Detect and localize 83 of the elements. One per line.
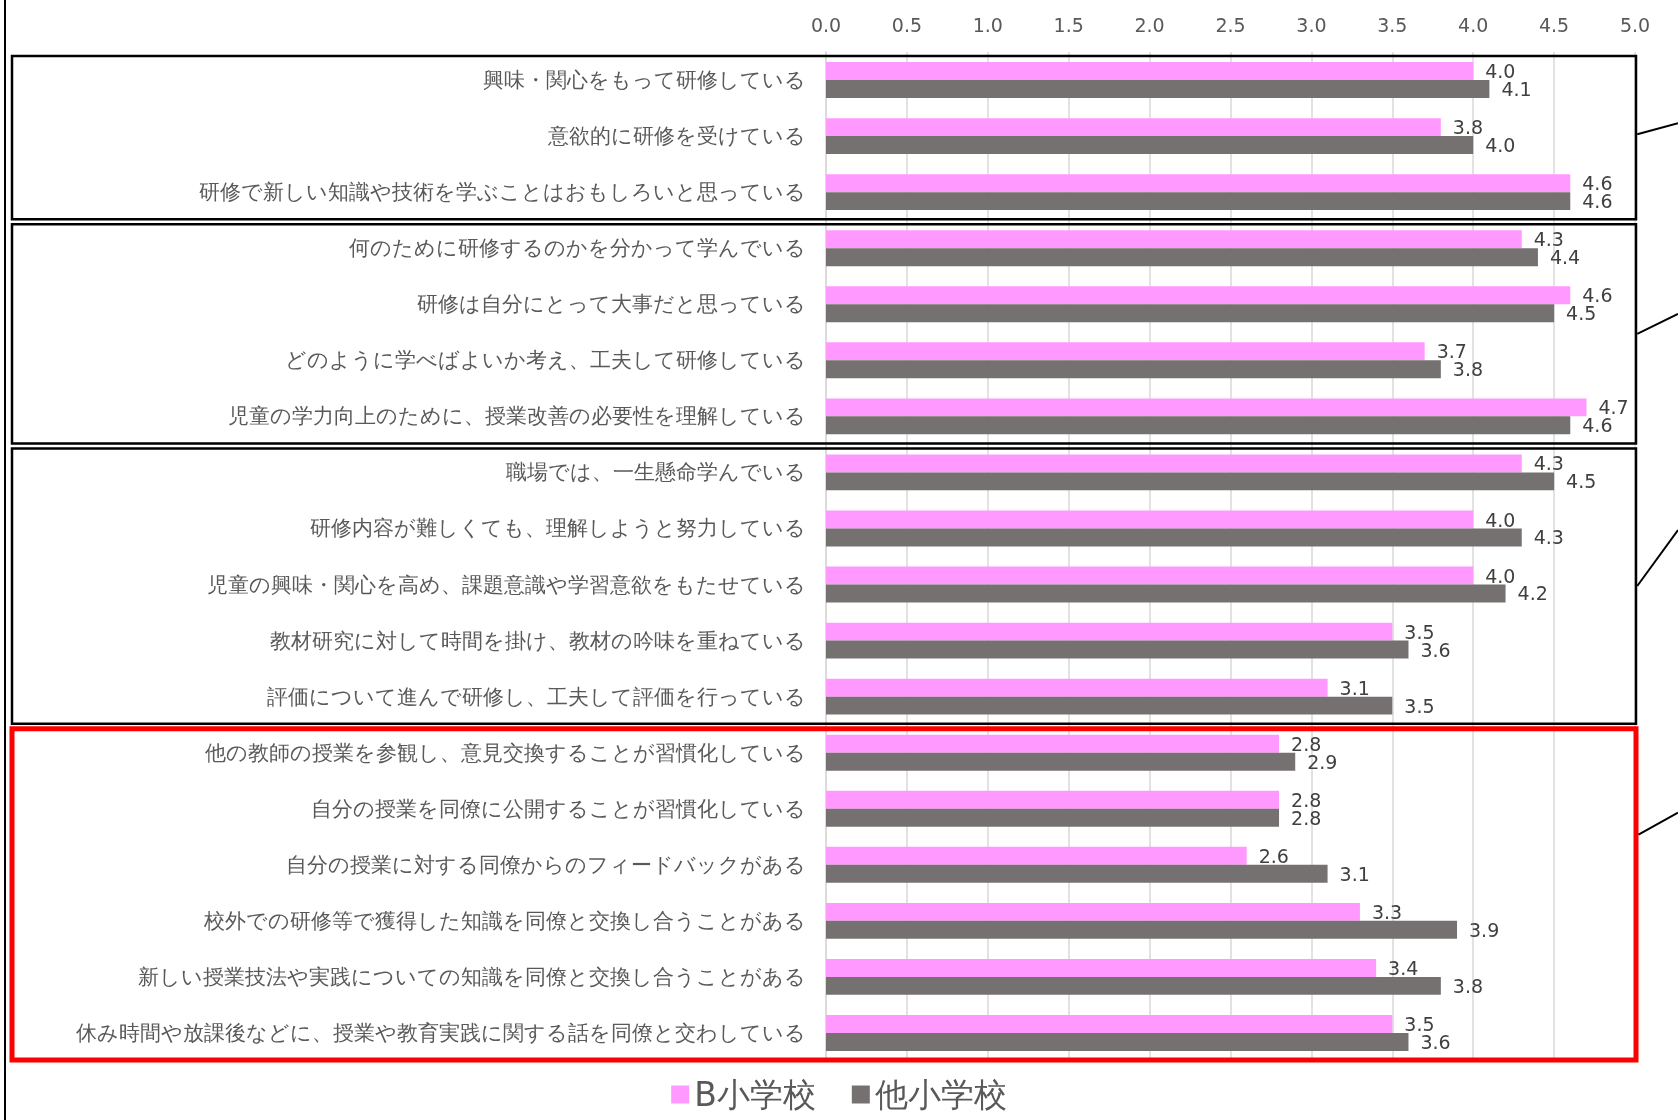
bar	[826, 622, 1393, 641]
y-tick-label: 児童の興味・関心を高め、課題意識や学習意欲をもたせている	[207, 572, 806, 597]
bar	[826, 976, 1441, 995]
data-label: 3.3	[1371, 900, 1403, 923]
data-label: 4.3	[1533, 526, 1564, 549]
bar	[826, 920, 1458, 939]
bar	[826, 678, 1328, 697]
y-tick-label: 職場では、一生懸命学んでいる	[506, 460, 806, 485]
x-tick-label: 2.0	[1134, 13, 1165, 36]
bar	[826, 846, 1247, 865]
data-label: 4.2	[1517, 582, 1548, 605]
bar	[826, 566, 1474, 585]
bar	[826, 398, 1587, 417]
bar	[826, 902, 1360, 921]
bar	[826, 752, 1296, 771]
data-label: 3.5	[1404, 694, 1435, 717]
y-tick-label: 研修内容が難しくても、理解しようと努力している	[310, 516, 806, 541]
data-label: 4.0	[1485, 134, 1516, 157]
bar	[826, 790, 1280, 809]
legend-label: B小学校	[694, 1075, 816, 1114]
x-tick-label: 3.0	[1296, 13, 1327, 36]
bar	[826, 958, 1377, 977]
x-tick-label: 1.0	[972, 13, 1003, 36]
bar	[826, 230, 1522, 249]
bar	[826, 734, 1280, 753]
x-tick-label: 0.5	[891, 13, 923, 36]
x-tick-label: 5.0	[1619, 13, 1651, 36]
bar	[826, 1015, 1393, 1033]
y-tick-label: 意欲的に研修を受けている	[547, 124, 806, 149]
bar	[826, 62, 1474, 81]
y-tick-label: 教材研究に対して時間を掛け、教材の吟味を重ねている	[270, 628, 806, 653]
bar	[826, 1032, 1409, 1051]
data-label: 3.8	[1452, 974, 1484, 997]
data-label: 3.8	[1452, 116, 1484, 139]
bar	[826, 286, 1571, 305]
y-tick-label: 他の教師の授業を参観し、意見交換することが習慣化している	[205, 740, 806, 765]
y-tick-label: 研修で新しい知識や技術を学ぶことはおもしろいと思っている	[199, 180, 806, 205]
data-label: 2.6	[1258, 844, 1289, 867]
x-tick-label: 0.0	[810, 13, 842, 36]
y-tick-label: 児童の学力向上のために、授業改善の必要性を理解している	[228, 404, 806, 429]
y-tick-label: 研修は自分にとって大事だと思っている	[417, 292, 806, 317]
data-label: 3.1	[1339, 676, 1370, 699]
y-tick-label: 休み時間や放課後などに、授業や教育実践に関する話を同僚と交わしている	[76, 1020, 806, 1045]
bar	[826, 118, 1441, 137]
bar	[826, 864, 1328, 883]
bar	[826, 80, 1490, 98]
data-label: 3.4	[1388, 956, 1419, 979]
bar	[826, 808, 1280, 827]
bar	[826, 174, 1571, 193]
bar	[826, 248, 1538, 267]
data-label: 3.9	[1469, 918, 1500, 941]
bar	[826, 584, 1506, 603]
bar	[826, 342, 1425, 361]
legend-label: 他小学校	[874, 1075, 1007, 1114]
data-label: 4.0	[1485, 564, 1516, 587]
bar	[826, 472, 1555, 491]
bar	[826, 136, 1474, 155]
data-label: 4.5	[1566, 470, 1597, 493]
y-tick-label: 何のために研修するのかを分かって学んでいる	[349, 236, 806, 261]
y-tick-label: 自分の授業を同僚に公開することが習慣化している	[311, 796, 806, 821]
y-tick-label: 自分の授業に対する同僚からのフィードバックがある	[286, 852, 806, 877]
data-label: 4.3	[1533, 452, 1564, 475]
data-label: 3.1	[1339, 862, 1370, 885]
bar	[826, 360, 1441, 379]
bar	[826, 454, 1522, 473]
bar	[826, 696, 1393, 715]
bar	[826, 192, 1571, 211]
x-tick-label: 4.0	[1458, 13, 1489, 36]
y-tick-label: 新しい授業技法や実践についての知識を同僚と交換し合うことがある	[138, 964, 806, 989]
x-tick-label: 4.5	[1538, 13, 1570, 36]
bar	[826, 640, 1409, 659]
y-tick-label: どのように学べばよいか考え、工夫して研修している	[285, 348, 806, 373]
y-tick-label: 校外での研修等で獲得した知識を同僚と交換し合うことがある	[203, 908, 806, 933]
x-tick-label: 2.5	[1215, 13, 1246, 36]
bar	[826, 416, 1571, 435]
y-tick-label: 評価について進んで研修し、工夫して評価を行っている	[267, 684, 806, 709]
x-tick-label: 3.5	[1377, 13, 1408, 36]
bar	[826, 510, 1474, 529]
bar	[826, 304, 1555, 323]
bar	[826, 528, 1522, 547]
data-label: 4.0	[1485, 508, 1516, 531]
y-tick-label: 興味・関心をもって研修している	[483, 68, 806, 93]
x-tick-label: 1.5	[1053, 13, 1084, 36]
